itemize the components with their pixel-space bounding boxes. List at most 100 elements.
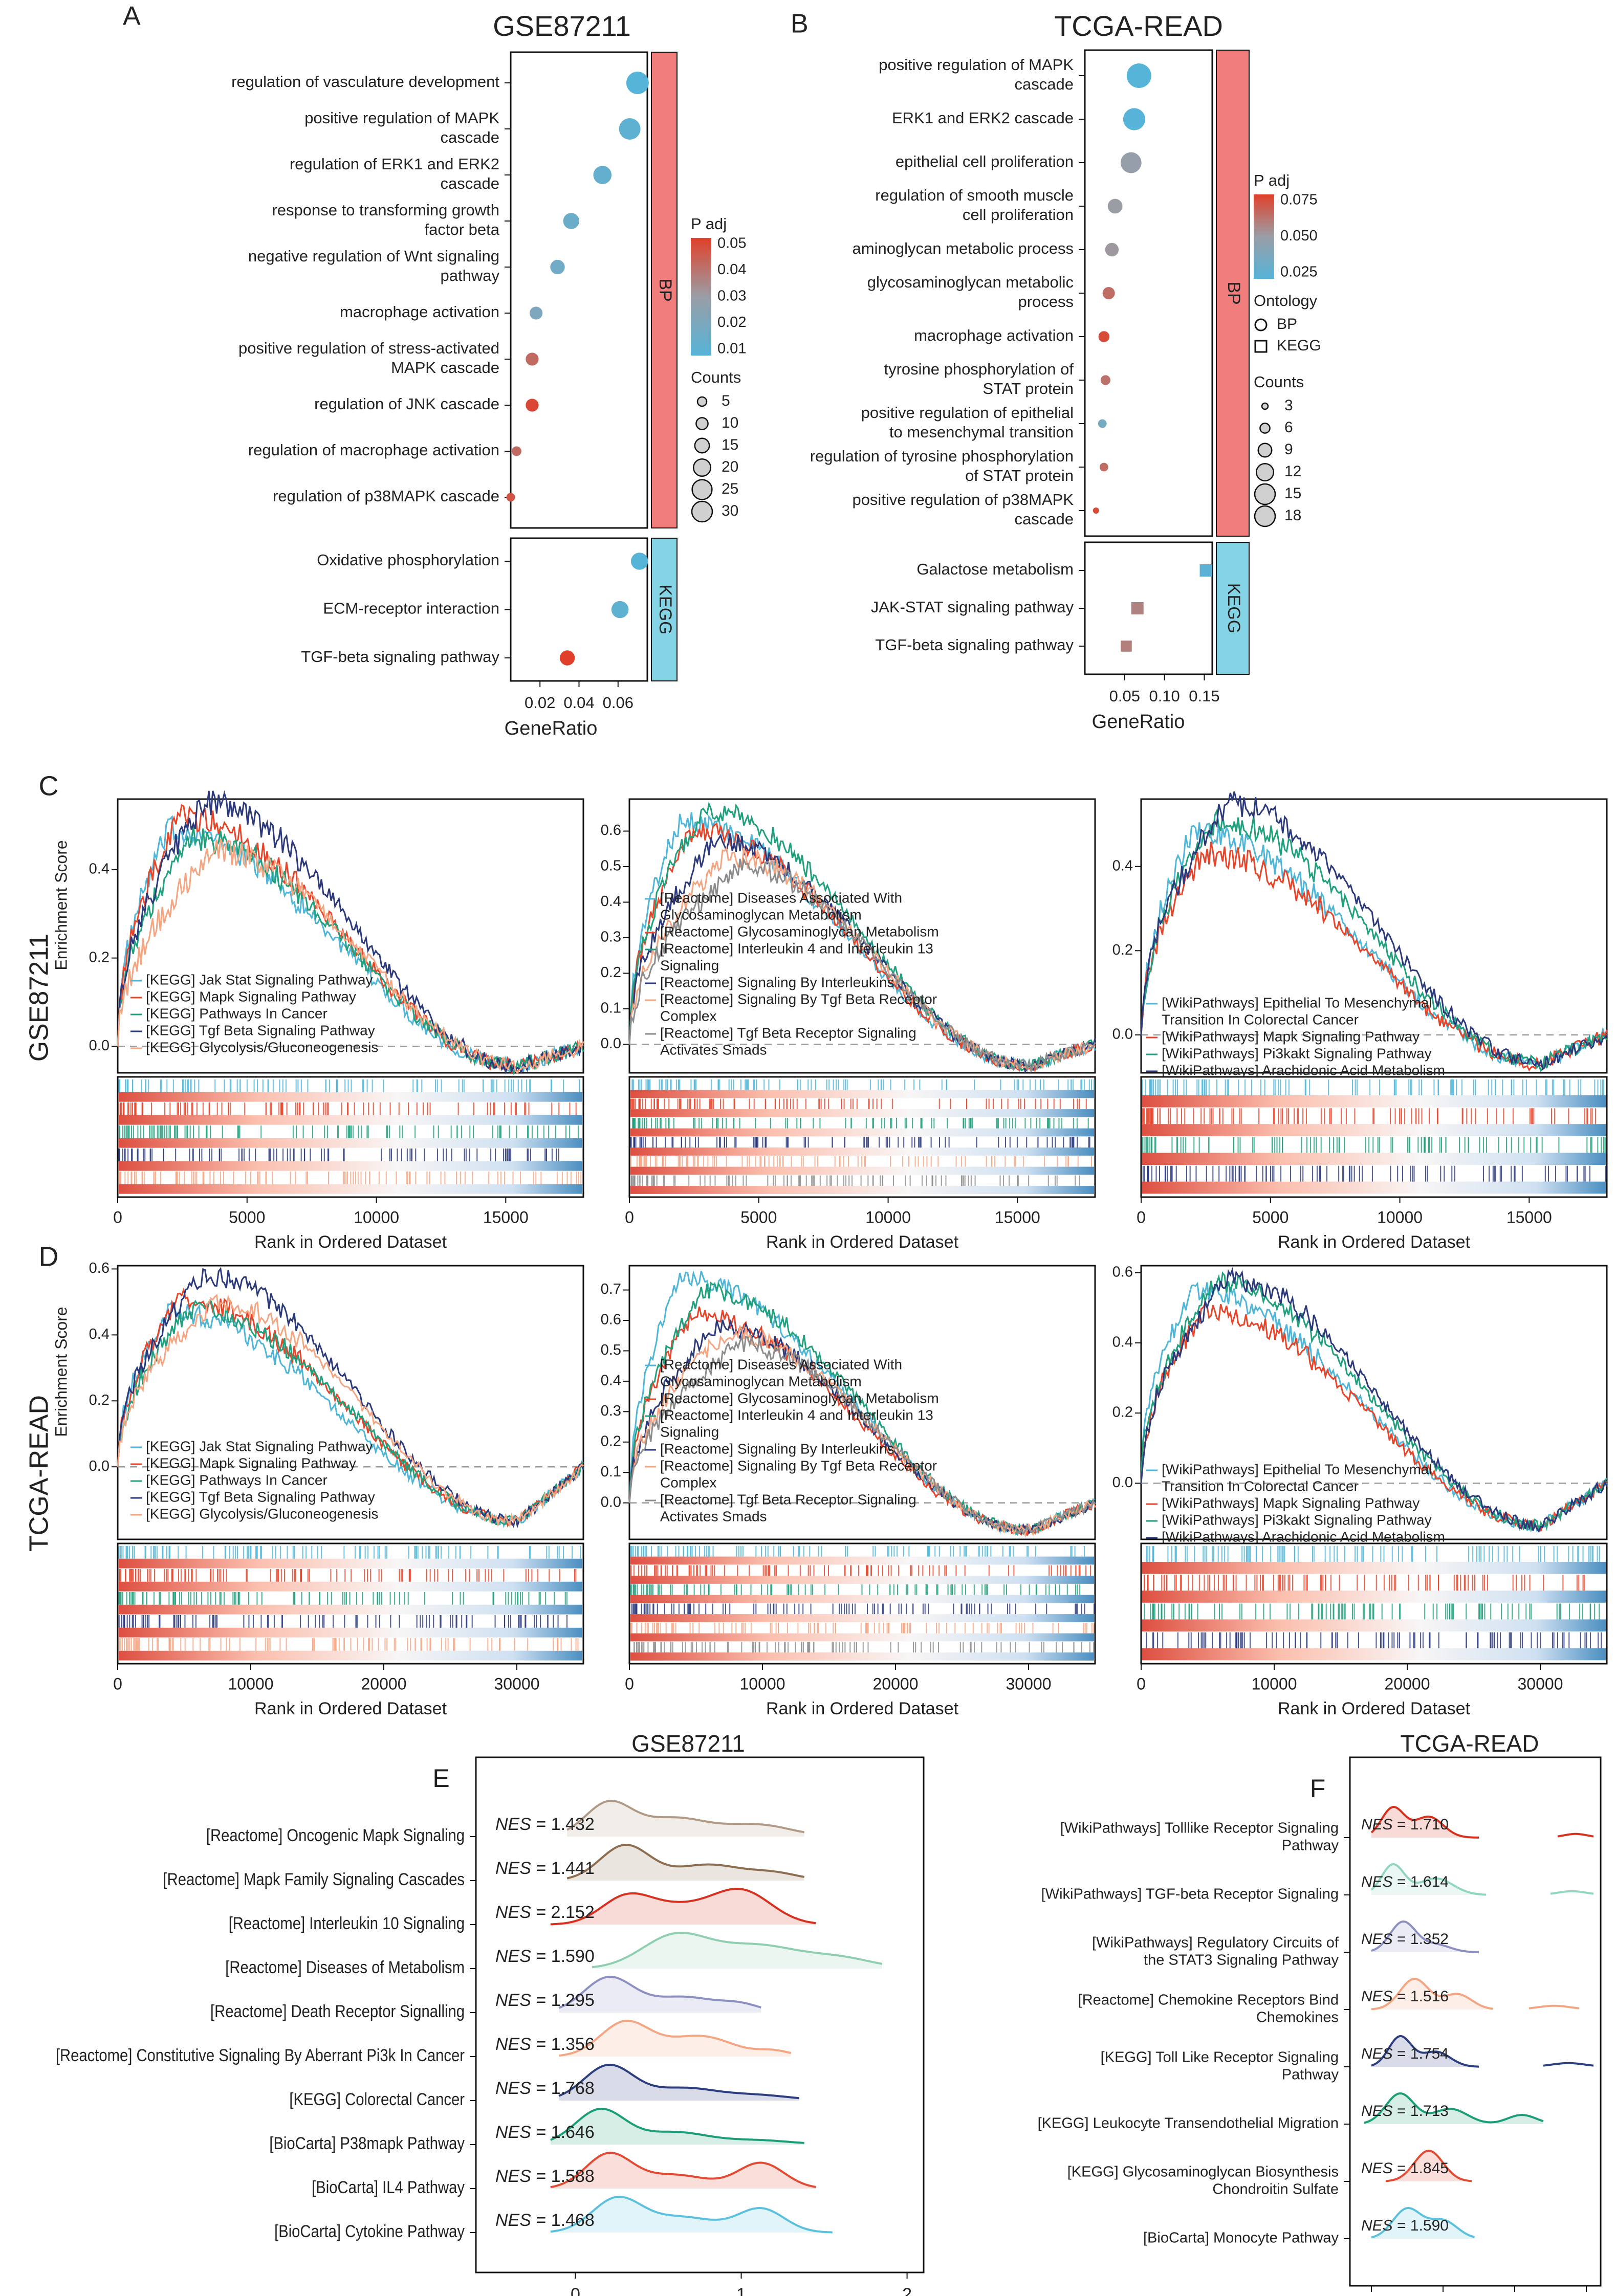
rank-band: [630, 1128, 1094, 1137]
pathway-label: [KEGG] Glycosaminoglycan Biosynthesis: [1067, 2164, 1339, 2180]
y-tick-label: 0.0: [1112, 1474, 1133, 1491]
nes-value: 1.590: [1410, 2217, 1449, 2234]
legend-item-label: 3: [1284, 397, 1293, 414]
density-curve: [558, 2020, 792, 2057]
x-tick-label: 15000: [483, 1208, 529, 1226]
pathway-label: the STAT3 Signaling Pathway: [1144, 1952, 1339, 1969]
x-tick-label: 15000: [1506, 1208, 1552, 1226]
pathway-label: [Reactome] Constitutive Signaling By Abe…: [56, 2045, 465, 2065]
pathway-label: [Reactome] Death Receptor Signalling: [210, 2001, 465, 2021]
nes-annotation: NES = 1.768: [495, 2079, 595, 2098]
density-curve: [550, 2107, 804, 2144]
data-point: [511, 446, 521, 456]
nes-annotation: NES = 1.710: [1361, 1816, 1449, 1833]
y-tick-label: 0.6: [601, 1312, 621, 1328]
legend-item-label: 5: [722, 392, 730, 409]
pathway-label: [BioCarta] IL4 Pathway: [312, 2177, 465, 2197]
es-curve: [1140, 791, 1608, 1071]
rank-band: [630, 1090, 1094, 1098]
y-tick-label: 0.6: [89, 1260, 110, 1276]
data-square: [1121, 641, 1132, 652]
density-fill: [550, 2109, 804, 2145]
legend-square-swatch: [1254, 340, 1268, 353]
x-axis-title: Rank in Ordered Dataset: [254, 1232, 447, 1252]
panel-title: GSE87211: [493, 10, 631, 42]
data-square: [1131, 602, 1144, 614]
y-tick-label: 0.6: [601, 822, 621, 838]
es-curve: [1140, 1301, 1607, 1532]
y-tick-label: 0.5: [601, 1342, 621, 1358]
data-point: [611, 601, 629, 619]
nes-equals: =: [531, 1947, 551, 1966]
gsea-subplot-3: 0.0 0.2 0.4 0.6 [WikiPathways] Epithelial To…: [1112, 1264, 1608, 1718]
legend-title: P adj: [691, 215, 727, 233]
y-tick-label: 0.4: [89, 1326, 110, 1342]
legend-label: Transition In Colorectal Cancer: [1162, 1011, 1359, 1027]
x-tick-label: 10000: [228, 1674, 274, 1693]
legend-item-label: 12: [1284, 463, 1301, 480]
panel-title: TCGA-READ: [1401, 1730, 1539, 1757]
nes-equals: =: [531, 2035, 551, 2054]
x-tick-label: 5000: [1252, 1208, 1289, 1226]
y-axis-title: Enrichment Score: [52, 840, 70, 970]
legend-size-swatch: [1261, 402, 1269, 410]
term-label: MAPK cascade: [391, 359, 499, 377]
legend-item-label: 15: [1284, 485, 1301, 502]
nes-annotation: NES = 1.590: [495, 1947, 595, 1966]
density-fill: [559, 1977, 761, 2013]
y-tick-label: 0.4: [601, 893, 621, 910]
facet-strip-bp: [1216, 50, 1250, 537]
term-label: TGF-beta signaling pathway: [301, 648, 499, 666]
density-curve: [1364, 2092, 1544, 2124]
term-label: macrophage activation: [340, 303, 499, 321]
density-curve: [1371, 2035, 1479, 2068]
nes-label: NES: [1361, 1816, 1393, 1833]
pathway-label: [Reactome] Chemokine Receptors Bind: [1078, 1992, 1339, 2008]
density-curve: [1370, 1805, 1479, 1839]
legend-label: [WikiPathways] Mapk Signaling Pathway: [1162, 1028, 1420, 1044]
gsea-subplot-1: 0.0 0.2 0.4 Enrichment Score [KEGG] Jak Stat…: [52, 790, 584, 1252]
rank-band: [1142, 1591, 1606, 1603]
y-tick-label: 0.3: [601, 929, 621, 945]
gsea-subplot-3: 0.0 0.2 0.4 [WikiPathways] Epithelial To Me…: [1112, 791, 1608, 1252]
legend-label: [WikiPathways] Arachidonic Acid Metaboli…: [1162, 1529, 1445, 1544]
y-tick-label: 0.0: [89, 1458, 110, 1474]
rank-band: [119, 1184, 582, 1194]
x-tick-label: 0.15: [1189, 687, 1219, 705]
ridge-frame: [475, 1756, 925, 2273]
term-label: regulation of JNK cascade: [314, 395, 499, 413]
density-curve: [550, 2195, 833, 2234]
nes-label: NES: [1361, 2045, 1393, 2062]
data-point: [1099, 462, 1108, 472]
data-point: [626, 72, 649, 94]
y-tick-label: 0.5: [601, 858, 621, 874]
pathway-label: Pathway: [1282, 1838, 1339, 1854]
pathway-label: [Reactome] Mapk Family Signaling Cascade…: [163, 1869, 465, 1889]
rank-band: [119, 1092, 582, 1102]
pathway-label: Chemokines: [1256, 2010, 1339, 2026]
facet-box-kegg: [1084, 541, 1213, 675]
nes-annotation: NES = 1.352: [1361, 1931, 1449, 1948]
term-label: pathway: [441, 267, 500, 284]
density-tail: [1557, 1833, 1594, 1838]
x-tick-label: 2: [902, 2285, 912, 2296]
y-tick-label: 0.7: [601, 1281, 621, 1297]
nes-annotation: NES = 1.432: [495, 1815, 595, 1834]
data-point: [1100, 375, 1111, 385]
density-tail: [1550, 1890, 1594, 1895]
legend-item-label: BP: [1277, 316, 1297, 333]
facet-strip-label: KEGG: [1224, 583, 1243, 633]
nes-label: NES: [495, 2035, 531, 2054]
data-point: [1098, 331, 1110, 342]
rank-band: [630, 1556, 1094, 1565]
x-tick-label: 0: [113, 1674, 122, 1693]
pathway-label: [WikiPathways] Tolllike Receptor Signali…: [1060, 1820, 1339, 1837]
density-fill: [1364, 2093, 1543, 2124]
density-fill: [567, 1845, 804, 1881]
legend-title: Ontology: [1254, 292, 1318, 310]
term-label: regulation of vasculature development: [231, 73, 499, 91]
density-tail: [1543, 2062, 1594, 2067]
x-axis-title: GeneRatio: [505, 718, 598, 739]
es-curve: [628, 857, 1096, 1074]
term-label: TGF-beta signaling pathway: [875, 636, 1074, 654]
